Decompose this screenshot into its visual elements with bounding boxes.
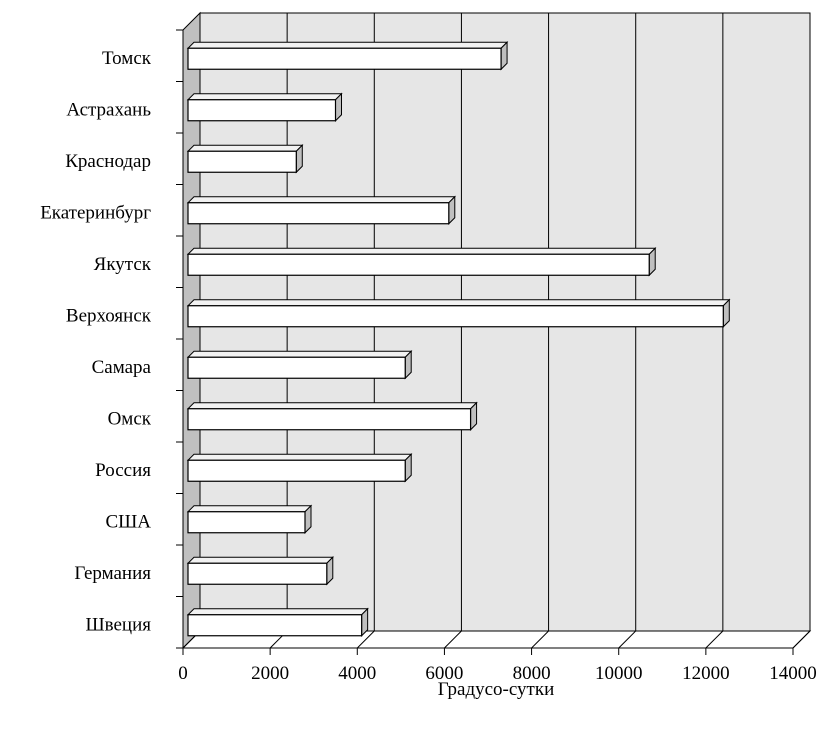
- category-label-3: Екатеринбург: [40, 202, 151, 223]
- bar-top-4: [186, 247, 657, 255]
- bar-top-2: [186, 144, 304, 152]
- category-label-0: Томск: [102, 48, 152, 69]
- bar-4: [186, 247, 657, 277]
- bar-11: [186, 607, 369, 637]
- bar-9: [186, 504, 313, 534]
- bar-top-3: [186, 196, 456, 204]
- category-label-8: Россия: [95, 460, 151, 481]
- bar-8: [186, 453, 413, 483]
- bar-front-4: [187, 253, 650, 276]
- category-label-4: Якутск: [94, 254, 152, 275]
- bar-6: [186, 350, 413, 380]
- floor-line-7: [792, 630, 811, 649]
- bar-top-9: [186, 505, 313, 513]
- bar-10: [186, 556, 334, 586]
- x-tick-label-3: 6000: [425, 663, 463, 684]
- bar-top-0: [186, 41, 509, 49]
- category-label-7: Омск: [108, 408, 152, 429]
- category-label-9: США: [105, 511, 151, 532]
- bar-2: [186, 144, 304, 174]
- bar-front-2: [187, 150, 297, 173]
- bar-top-1: [186, 93, 343, 101]
- category-label-10: Германия: [74, 563, 151, 584]
- x-axis-label: Градусо-сутки: [438, 679, 555, 700]
- x-tick-label-6: 12000: [682, 663, 730, 684]
- bar-top-8: [186, 453, 413, 461]
- x-tick-label-1: 2000: [251, 663, 289, 684]
- bar-5: [186, 298, 731, 328]
- bar-front-1: [187, 99, 337, 122]
- x-tick-label-0: 0: [178, 663, 188, 684]
- category-label-11: Швеция: [85, 614, 151, 635]
- floor-line-3: [444, 630, 462, 649]
- floor-line-6: [705, 630, 724, 649]
- floor-line-2: [356, 630, 375, 649]
- bar-front-5: [187, 305, 724, 328]
- chart-bars: [186, 41, 731, 637]
- x-tick-label-5: 10000: [595, 663, 643, 684]
- bar-top-6: [186, 350, 413, 358]
- bar-front-9: [187, 511, 306, 534]
- x-tick-label-4: 8000: [513, 663, 551, 684]
- bar-top-5: [186, 299, 731, 307]
- bar-front-10: [187, 562, 328, 585]
- bar-top-7: [186, 402, 478, 410]
- bar-7: [186, 401, 478, 431]
- bar-front-3: [187, 202, 450, 225]
- bar-front-11: [187, 614, 363, 637]
- x-axis-ticks: 0 2000 4000 6000 8000 10000 12000 14000: [178, 648, 817, 684]
- category-label-1: Астрахань: [66, 99, 151, 120]
- bar-top-11: [186, 608, 369, 616]
- category-label-6: Самара: [92, 357, 152, 378]
- floor-line-4: [531, 630, 549, 649]
- bar-front-8: [187, 459, 406, 482]
- x-tick-label-7: 14000: [769, 663, 817, 684]
- bar-3: [186, 195, 456, 225]
- bar-front-6: [187, 356, 406, 379]
- x-tick-label-2: 4000: [338, 663, 376, 684]
- bar-1: [186, 92, 343, 122]
- bar-front-0: [187, 47, 502, 70]
- bar-front-7: [187, 408, 472, 431]
- category-label-2: Краснодар: [65, 151, 151, 172]
- floor-line-5: [618, 630, 637, 649]
- bar-0: [186, 41, 509, 71]
- category-label-5: Верхоянск: [66, 305, 152, 326]
- bar-top-10: [186, 556, 334, 564]
- category-labels: Томск Астрахань Краснодар Екатеринбург Якутс…: [40, 29, 183, 649]
